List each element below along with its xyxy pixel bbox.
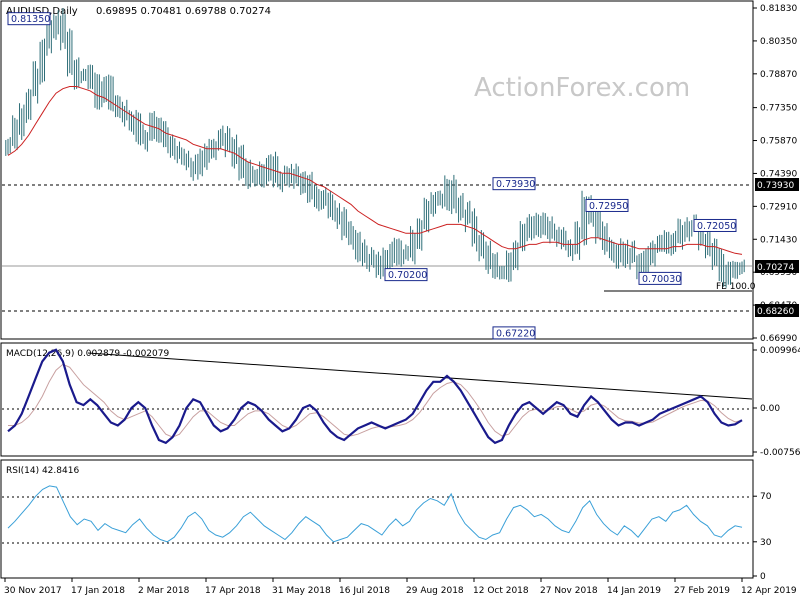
macd-tick-label: 0.00 [760,404,780,414]
low-level-tag [755,304,799,317]
price-tick-label: 0.77350 [760,104,797,114]
rsi-title: RSI(14) 42.8416 [6,466,79,476]
date-tick-label: 12 Oct 2018 [473,586,529,596]
rsi-line [7,485,743,543]
moving-average-line [7,86,743,255]
price-tick-label: 0.74390 [760,169,797,179]
price-tick-label: 0.80350 [760,37,797,47]
current-price-tag-text: 0.70274 [757,263,794,273]
annotation-box [492,326,536,340]
rsi-tick-label: 30 [760,538,772,548]
current-price-tag [755,260,799,273]
date-tick-label: 27 Nov 2018 [540,586,598,596]
date-tick-label: 31 May 2018 [272,586,331,596]
annotation-label: 0.81350 [11,14,50,25]
annotation-label: 0.70030 [642,274,681,285]
low-level-tag-text: 0.68260 [757,307,794,317]
macd-signal-line [8,363,743,438]
price-panel [0,0,754,340]
date-tick-label: 17 Apr 2018 [205,586,261,596]
date-tick-label: 30 Nov 2017 [4,586,62,596]
annotation-label: 0.67220 [496,328,535,339]
annotation-box [7,12,51,26]
price-tick-label: 0.81830 [760,4,797,14]
annotation-box [693,218,737,232]
watermark: ActionForex.com [474,73,690,103]
annotation-label: 0.72050 [697,221,736,232]
date-tick-label: 16 Jul 2018 [339,586,390,596]
price-tick-label: 0.75870 [760,137,797,147]
high-level-tag-text: 0.73930 [757,181,794,191]
annotation-label: 0.72950 [589,201,628,212]
price-axis: 0.81830 0.80350 0.78870 0.77350 0.75870 0.743… [753,4,797,344]
price-tick-label: 0.78870 [760,70,797,80]
fe-label: FE 100.0 [716,282,756,292]
date-tick-label: 14 Jan 2019 [607,586,661,596]
symbol-title: AUDUSD,Daily [6,6,78,17]
price-tick-label: 0.69950 [760,268,797,278]
rsi-panel [0,459,754,579]
date-tick-label: 2 Mar 2018 [138,586,190,596]
rsi-axis: 70 30 0 [753,492,772,582]
ohlc-readout: 0.69895 0.70481 0.69788 0.70274 [96,6,271,17]
rsi-tick-label: 0 [760,572,766,582]
price-tick-label: 0.71430 [760,235,797,245]
annotation-box [638,271,682,285]
rsi-tick-label: 70 [760,492,772,502]
annotation-box [585,198,629,212]
date-tick-label: 12 Apr 2019 [741,586,797,596]
macd-panel [0,342,754,457]
high-level-tag [755,178,799,191]
macd-tick-label: -0.00756 [760,448,800,458]
macd-line [7,348,743,445]
annotation-box [384,268,428,282]
date-tick-label: 27 Feb 2019 [674,586,730,596]
macd-axis: 0.009964 0.00 -0.00756 [753,346,800,458]
date-tick-label: 29 Aug 2018 [406,586,464,596]
macd-trendline [87,352,753,400]
date-tick-label: 17 Jan 2018 [71,586,125,596]
price-tick-label: 0.72910 [760,202,797,212]
date-axis: 30 Nov 2017 17 Jan 2018 2 Mar 2018 17 Apr 2… [4,578,797,596]
macd-tick-label: 0.009964 [760,346,800,356]
macd-title: MACD(12,26,9) 0.002879 -0.002079 [6,349,169,359]
annotation-label: 0.73930 [496,179,535,190]
price-annotations: 0.81350 0.73930 0.72950 0.72050 0.70200 0.700… [7,12,737,340]
price-tick-label: 0.66990 [760,334,797,344]
annotation-box [492,177,536,191]
annotation-label: 0.70200 [388,270,427,281]
